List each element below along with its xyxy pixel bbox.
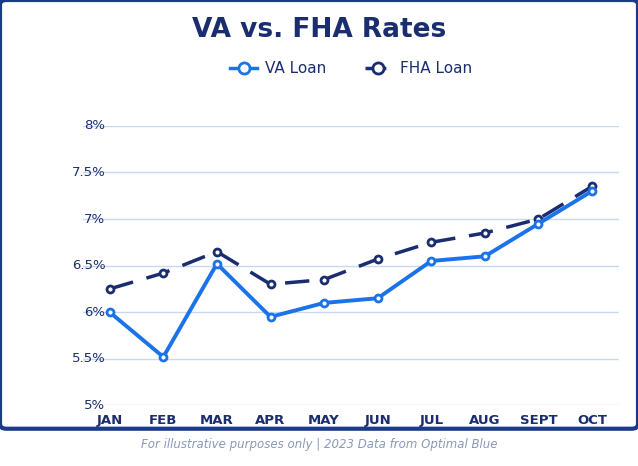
Text: 7.5%: 7.5% [71,166,105,179]
Text: 6.5%: 6.5% [72,259,105,272]
Text: VA vs. FHA Rates: VA vs. FHA Rates [192,17,446,43]
Text: 8%: 8% [84,119,105,132]
Text: 5.5%: 5.5% [71,352,105,365]
Text: 6%: 6% [84,306,105,319]
Text: 5%: 5% [84,399,105,412]
Text: 7%: 7% [84,212,105,226]
Legend: VA Loan, FHA Loan: VA Loan, FHA Loan [224,55,478,82]
Text: For illustrative purposes only | 2023 Data from Optimal Blue: For illustrative purposes only | 2023 Da… [141,438,497,451]
